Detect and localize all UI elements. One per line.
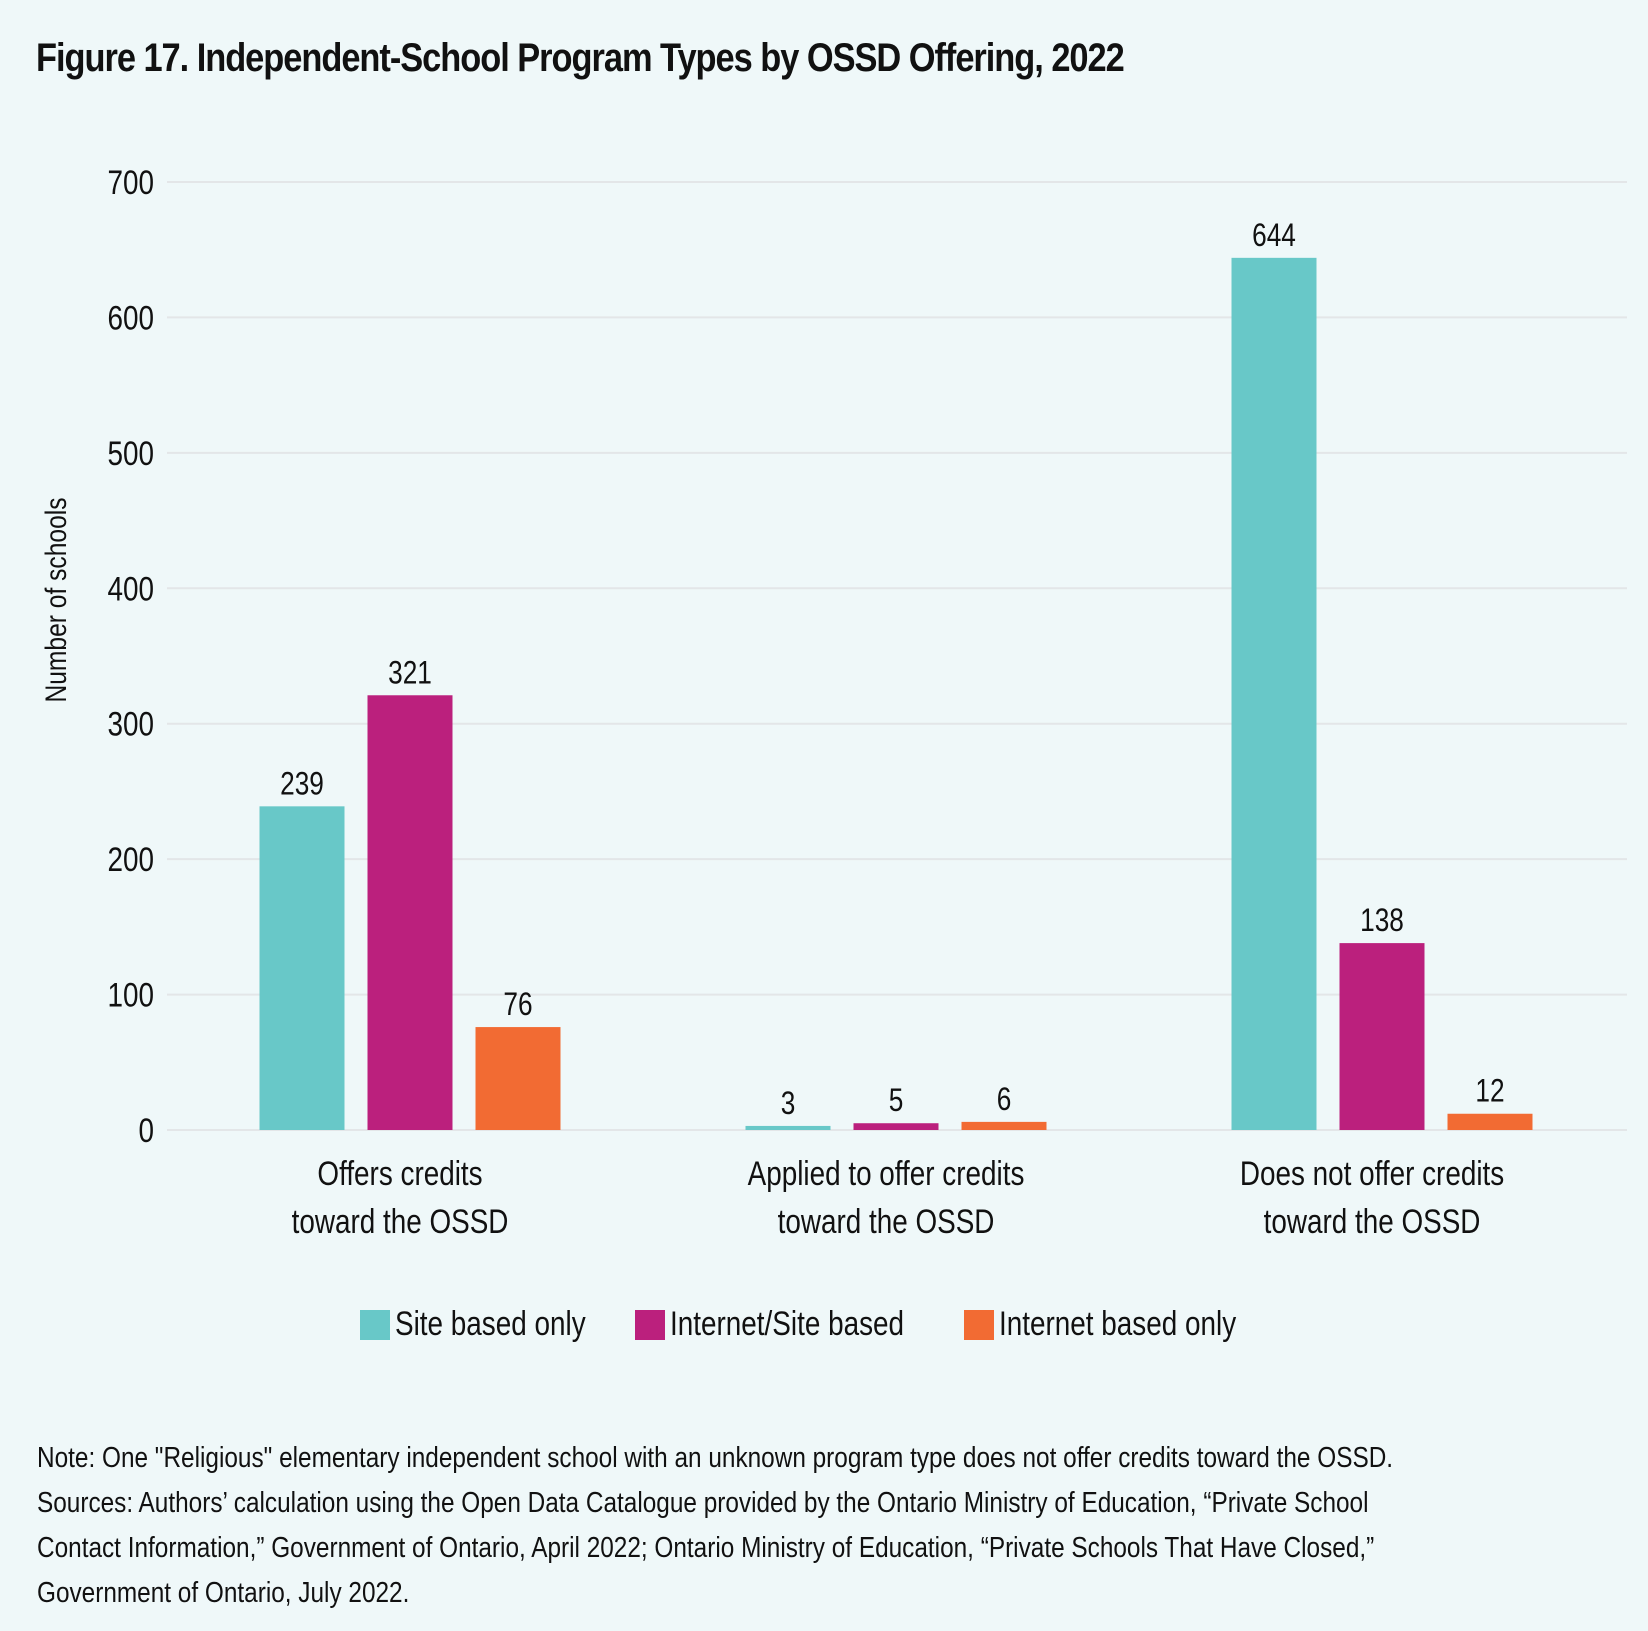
data-label: 5 — [889, 1084, 904, 1119]
y-tick-label: 0 — [138, 1111, 154, 1149]
data-label: 644 — [1252, 219, 1296, 254]
y-axis-ticks: 0 100 200 300 400 500 600 700 — [107, 163, 154, 1149]
chart-title: Figure 17. Independent-School Program Ty… — [36, 36, 1125, 80]
bar — [1447, 1113, 1533, 1130]
y-tick-label: 200 — [107, 841, 154, 879]
legend: Site based only Internet/Site based Inte… — [0, 1305, 1633, 1344]
data-label: 3 — [781, 1087, 796, 1122]
data-label: 12 — [1475, 1074, 1504, 1109]
y-tick-label: 100 — [107, 976, 154, 1014]
bar — [475, 1027, 561, 1130]
legend-swatch-icon — [963, 1309, 994, 1340]
legend-item-internet-site-based: Internet/Site based — [635, 1305, 925, 1344]
legend-item-site-based-only: Site based only — [359, 1305, 598, 1344]
bars — [259, 257, 1533, 1131]
bar — [745, 1125, 831, 1130]
legend-swatch-icon — [359, 1309, 390, 1340]
bar — [259, 806, 345, 1130]
data-label: 321 — [388, 656, 432, 691]
category-label: toward the OSSD — [1264, 1202, 1481, 1240]
data-labels: 239 3 644 321 5 138 76 6 12 — [280, 219, 1504, 1122]
legend-item-internet-based-only: Internet based only — [963, 1305, 1258, 1344]
legend-label: Internet/Site based — [670, 1305, 905, 1343]
data-label: 76 — [503, 988, 532, 1023]
y-tick-label: 500 — [107, 434, 154, 472]
category-label: toward the OSSD — [292, 1202, 509, 1240]
y-tick-label: 600 — [107, 299, 154, 337]
data-label: 6 — [997, 1083, 1012, 1118]
bar-chart: 0 100 200 300 400 500 600 700 Number of schools… — [39, 163, 1627, 1241]
data-label: 239 — [280, 767, 324, 802]
y-tick-label: 300 — [107, 705, 154, 743]
legend-label: Internet based only — [998, 1305, 1237, 1343]
legend-label: Site based only — [394, 1305, 586, 1343]
sources-line: Contact Information,” Government of Onta… — [37, 1532, 1375, 1564]
data-label: 138 — [1360, 904, 1404, 939]
bar — [961, 1121, 1047, 1130]
bar — [367, 695, 453, 1130]
figure-notes: Note: One "Religious" elementary indepen… — [37, 1436, 1465, 1616]
sources-line: Government of Ontario, July 2022. — [37, 1577, 410, 1609]
category-label: Offers credits — [317, 1154, 482, 1192]
bar — [853, 1123, 939, 1130]
y-tick-label: 400 — [107, 570, 154, 608]
x-axis-category-labels: Offers credits toward the OSSD Applied to … — [292, 1154, 1505, 1240]
category-label: Applied to offer credits — [748, 1154, 1025, 1192]
sources-line: Sources: Authors’ calculation using the … — [37, 1487, 1369, 1519]
note-text: Note: One "Religious" elementary indepen… — [37, 1442, 1394, 1474]
y-tick-label: 700 — [107, 163, 154, 201]
category-label: Does not offer credits — [1240, 1154, 1504, 1192]
y-axis-label: Number of schools — [39, 497, 73, 702]
bar — [1231, 257, 1317, 1131]
bar — [1339, 943, 1425, 1130]
legend-swatch-icon — [635, 1309, 666, 1340]
category-label: toward the OSSD — [778, 1202, 995, 1240]
